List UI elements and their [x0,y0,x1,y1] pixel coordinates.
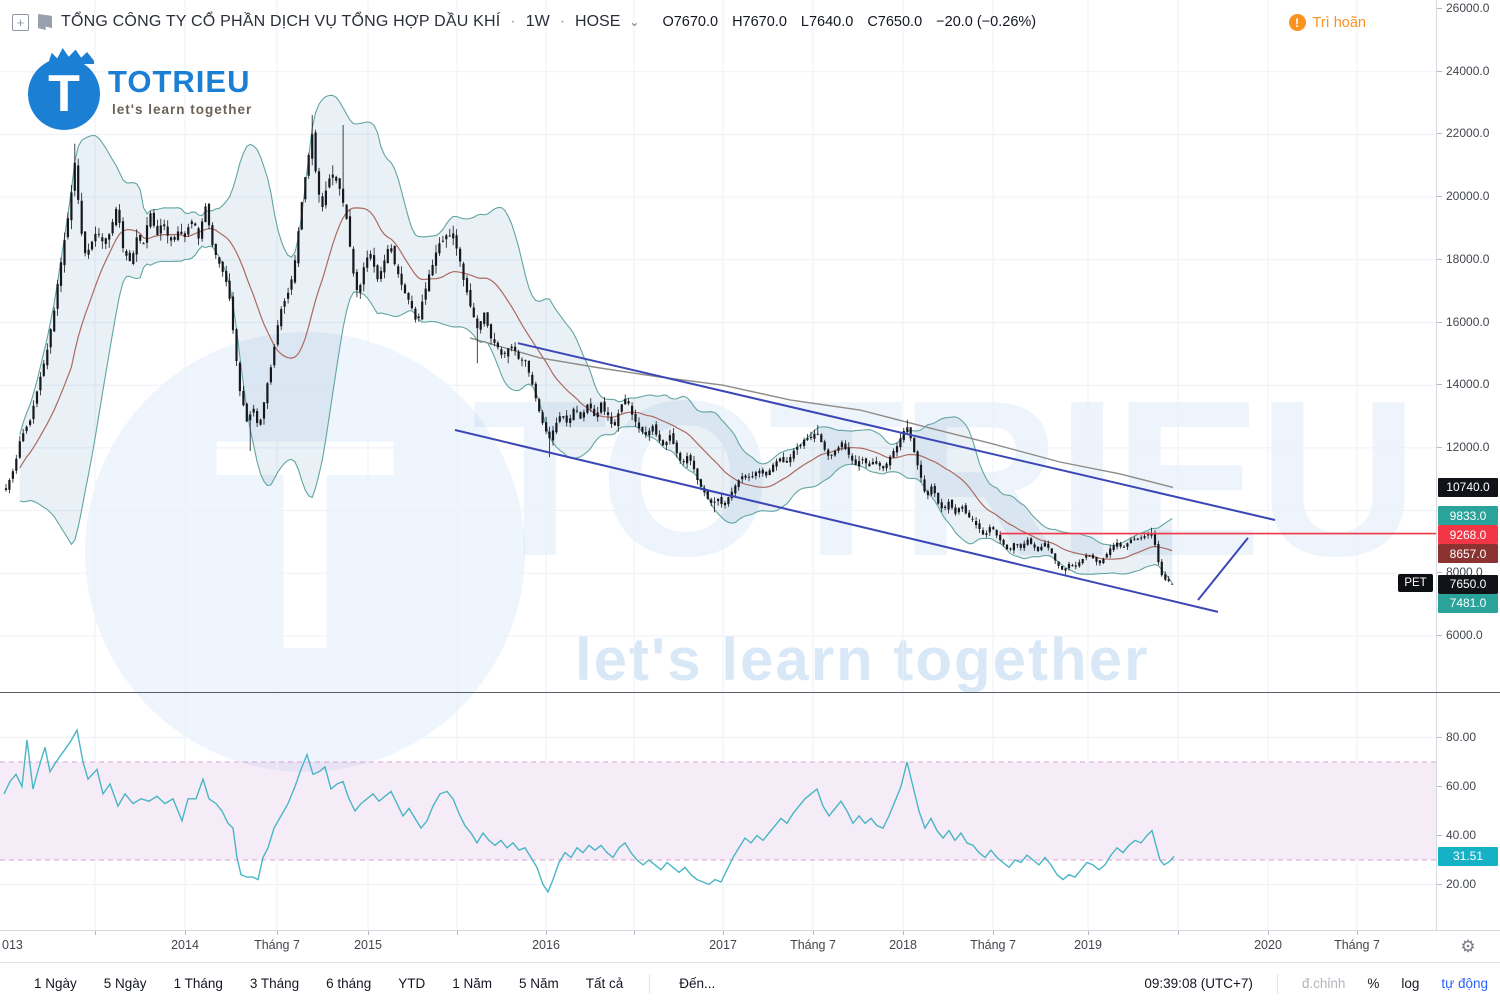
watermark-logo-letter: T [213,376,397,712]
price-badge: 8657.0 [1438,544,1498,564]
time-tick [903,931,904,935]
change-value: −20.0 (−0.26%) [936,14,1037,30]
range-button[interactable]: 1 Ngày [34,976,77,991]
open-value: O7670.0 [662,14,719,30]
delay-badge[interactable]: ! Trì hoãn [1288,14,1366,31]
rsi-badge: 31.51 [1438,846,1498,866]
bollinger-lower [19,245,1173,584]
price-badge: 9268.0 [1438,525,1498,545]
time-label: 2015 [354,938,382,952]
bollinger-upper [19,94,1173,547]
time-label: Tháng 7 [970,938,1016,952]
time-tick [457,931,458,935]
separator-dot: · [559,13,566,30]
compare-add-icon[interactable]: + [12,13,29,31]
trend-line[interactable] [454,429,1219,613]
long-ma-line [469,337,1174,489]
gear-icon[interactable]: ⚙ [1460,937,1476,956]
time-axis[interactable]: 013 2014 Tháng 7 2015 2016 2017 Tháng 7 2018 Thá… [0,930,1436,963]
chevron-down-icon[interactable]: ⌄ [629,15,640,29]
auto-scale-button[interactable]: tự động [1441,976,1488,991]
range-button[interactable]: YTD [398,976,426,991]
toolbar-divider [1276,973,1278,994]
time-tick [723,931,724,935]
log-scale-button[interactable]: log [1401,976,1420,991]
price-axis[interactable]: 26000.0 24000.0 22000.0 20000.0 18000.0 16000… [1436,0,1500,930]
range-buttons: 1 Ngày 5 Ngày 1 Tháng 3 Tháng 6 tháng YTD 1 Nă… [34,976,623,991]
time-label: 2019 [1074,938,1102,952]
brand-wordmark: TOTRIEU [108,64,251,99]
goto-date-button[interactable]: Đến... [679,976,716,991]
low-value: L7640.0 [800,14,854,30]
time-label: 013 [2,938,23,952]
high-value: H7670.0 [732,14,787,30]
range-button[interactable]: 1 Năm [452,976,492,991]
percent-scale-button[interactable]: % [1367,976,1380,991]
time-label: 2018 [889,938,917,952]
ohlc-values: O7670.0 H7670.0 L7640.0 C7650.0 −20.0 (−… [662,14,1036,30]
symbol-title[interactable]: TỔNG CÔNG TY CỔ PHẦN DỊCH VỤ TỔNG HỢP DẦ… [61,13,501,30]
brand-circle-icon: T [28,58,100,130]
range-button[interactable]: 1 Tháng [173,976,223,991]
brand-tagline: let's learn together [112,102,253,117]
price-chart-canvas[interactable] [0,0,1436,692]
close-value: C7650.0 [867,14,923,30]
adjust-button[interactable]: đ.chỉnh [1301,976,1346,991]
watermark-tagline: let's learn together [575,626,1150,693]
range-button[interactable]: 6 tháng [326,976,372,991]
price-badge: 9833.0 [1438,506,1498,526]
time-tick [185,931,186,935]
time-tick [1088,931,1089,935]
rsi-chart-canvas[interactable] [0,692,1436,930]
price-badge: 10740.0 [1438,477,1498,497]
interval-label[interactable]: 1W [525,13,550,30]
time-label: 2017 [709,938,737,952]
symbol-price-tag: PET [1398,574,1433,592]
time-tick [368,931,369,935]
exchange-label[interactable]: HOSE [575,13,621,30]
separator-dot: · [510,13,516,30]
time-tick [95,931,96,935]
range-button[interactable]: Tất cả [585,976,624,991]
clock-label[interactable]: 09:39:08 (UTC+7) [1144,976,1253,991]
delay-label: Trì hoãn [1312,14,1366,31]
time-tick [813,931,814,935]
trend-line[interactable] [1197,537,1249,601]
price-badge: 7481.0 [1438,593,1498,613]
time-label: Tháng 7 [1334,938,1380,952]
chart-header: + TỔNG CÔNG TY CỔ PHẦN DỊCH VỤ TỔNG HỢP … [12,13,1036,31]
axis-settings-corner[interactable]: ⚙ [1436,930,1500,963]
time-label: 2014 [171,938,199,952]
time-tick [634,931,635,935]
bottom-toolbar: 1 Ngày 5 Ngày 1 Tháng 3 Tháng 6 tháng YTD 1 Nă… [0,962,1500,1003]
time-label: 2016 [532,938,560,952]
brand-logo: T TOTRIEU let's learn together [26,48,276,135]
time-tick [1178,931,1179,935]
time-label: Tháng 7 [254,938,300,952]
time-tick [546,931,547,935]
time-tick [993,931,994,935]
trend-line[interactable] [517,342,1276,521]
bollinger-fill [19,95,1173,583]
time-label: 2020 [1254,938,1282,952]
chart-pane[interactable]: T TOTRIEU let's learn together + TỔNG CÔ… [0,0,1436,930]
range-button[interactable]: 3 Tháng [249,976,300,991]
time-tick [1357,931,1358,935]
rsi-band [0,762,1436,860]
watermark-logo-circle: T [85,332,525,772]
toolbar-divider [649,973,651,994]
range-button[interactable]: 5 Ngày [103,976,147,991]
time-label: Tháng 7 [790,938,836,952]
watermark-word: TOTRIEU [472,368,1418,590]
time-tick [1268,931,1269,935]
price-badge: 7650.0 [1438,574,1498,594]
range-button[interactable]: 5 Năm [518,976,559,991]
pane-divider[interactable] [0,692,1500,693]
delay-warning-icon: ! [1288,14,1306,31]
time-tick [277,931,278,935]
rsi-line [3,728,1175,894]
symbol-flag-icon [38,14,52,30]
